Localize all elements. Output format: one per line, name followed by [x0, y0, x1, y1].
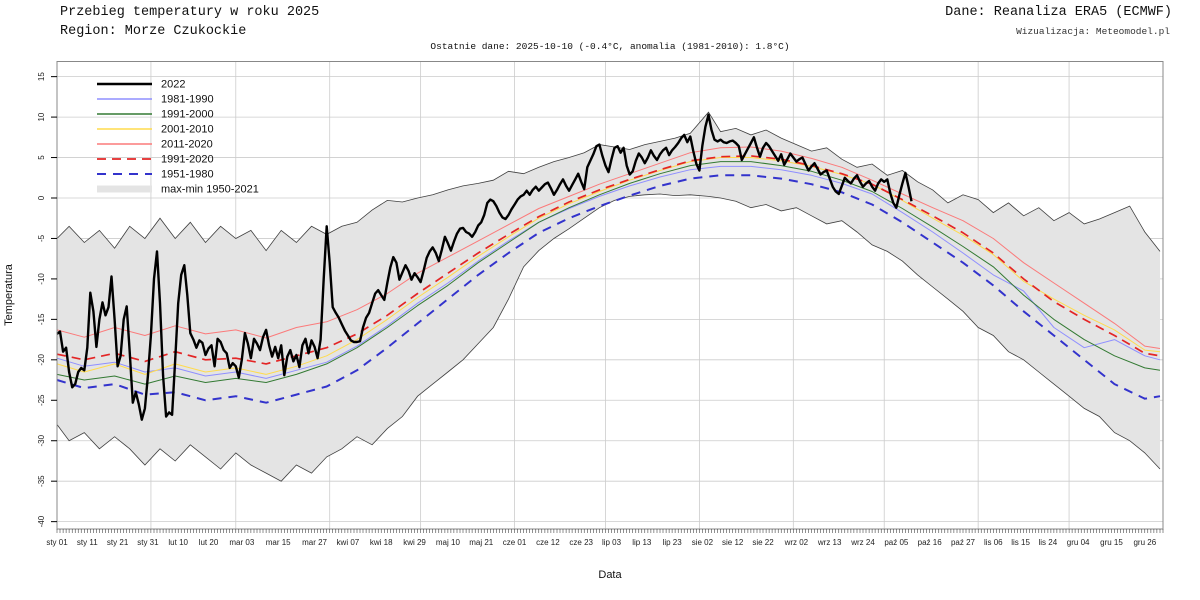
series-2022: [56, 113, 913, 421]
svg-text:sie 02: sie 02: [692, 538, 714, 547]
svg-text:kwi 07: kwi 07: [337, 538, 360, 547]
svg-text:-20: -20: [37, 353, 46, 365]
svg-text:sie 22: sie 22: [752, 538, 774, 547]
svg-text:lip 03: lip 03: [602, 538, 622, 547]
svg-text:2011-2020: 2011-2020: [161, 139, 213, 151]
svg-text:1991-2020: 1991-2020: [161, 154, 214, 166]
svg-text:cze 23: cze 23: [569, 538, 593, 547]
series-2011-2020: [56, 146, 1161, 349]
svg-text:cze 12: cze 12: [536, 538, 560, 547]
series-1981-1990: [56, 165, 1161, 379]
svg-text:-25: -25: [37, 394, 46, 406]
y-axis: 15 10 5 0 -5 -10 -15 -20 -25 -30 -35 -40: [37, 72, 57, 527]
band-max-edge: [56, 111, 1161, 252]
svg-text:gru 04: gru 04: [1067, 538, 1090, 547]
region-subtitle: Region: Morze Czukockie: [60, 24, 247, 39]
svg-text:sty 31: sty 31: [137, 538, 159, 547]
svg-text:paź 16: paź 16: [918, 538, 943, 547]
svg-text:wrz 13: wrz 13: [817, 538, 842, 547]
minmax-band: [57, 112, 1160, 482]
svg-text:sie 12: sie 12: [722, 538, 744, 547]
last-data-subtitle: Ostatnie dane: 2025-10-10 (-0.4°C, anoma…: [430, 41, 790, 52]
svg-text:lis 15: lis 15: [1011, 538, 1030, 547]
svg-text:-40: -40: [37, 515, 46, 527]
svg-text:-35: -35: [37, 475, 46, 487]
y-axis-title: Temperatura: [3, 263, 15, 326]
svg-text:sty 21: sty 21: [107, 538, 129, 547]
svg-text:15: 15: [37, 72, 46, 81]
x-axis-day-ticks: [56, 529, 1164, 533]
svg-text:kwi 29: kwi 29: [403, 538, 426, 547]
svg-text:5: 5: [37, 155, 46, 160]
visualization-credit: Wizualizacja: Meteomodel.pl: [1016, 26, 1170, 37]
page-title: Przebieg temperatury w roku 2025: [60, 5, 320, 20]
x-axis-title: Data: [598, 569, 622, 581]
svg-text:wrz 24: wrz 24: [850, 538, 875, 547]
legend: 2022 1981-1990 1991-2000 2001-2010 2011-2020…: [97, 79, 259, 196]
svg-text:kwi 18: kwi 18: [370, 538, 393, 547]
svg-text:gru 15: gru 15: [1100, 538, 1123, 547]
plot-frame: [56, 61, 1164, 530]
svg-text:lis 06: lis 06: [984, 538, 1003, 547]
svg-text:mar 15: mar 15: [266, 538, 291, 547]
svg-text:lut 20: lut 20: [199, 538, 219, 547]
svg-text:lip 13: lip 13: [632, 538, 652, 547]
series-1991-2000: [56, 161, 1161, 385]
svg-text:-5: -5: [37, 234, 46, 242]
svg-text:maj 10: maj 10: [436, 538, 461, 547]
svg-text:-15: -15: [37, 313, 46, 325]
x-axis-labels: sty 01 sty 11 sty 21 sty 31 lut 10 lut 20 mar …: [46, 538, 1156, 547]
svg-text:0: 0: [37, 195, 46, 200]
svg-text:paź 27: paź 27: [951, 538, 976, 547]
svg-text:1991-2000: 1991-2000: [161, 109, 214, 121]
svg-text:-10: -10: [37, 273, 46, 285]
svg-text:wrz 02: wrz 02: [784, 538, 809, 547]
svg-text:maj 21: maj 21: [469, 538, 494, 547]
svg-text:2022: 2022: [161, 79, 185, 91]
svg-text:sty 11: sty 11: [77, 538, 98, 547]
svg-text:mar 03: mar 03: [229, 538, 254, 547]
svg-text:mar 27: mar 27: [302, 538, 327, 547]
svg-text:1951-1980: 1951-1980: [161, 169, 214, 181]
svg-text:sty 01: sty 01: [46, 538, 68, 547]
series-1951-1980: [56, 174, 1161, 404]
svg-text:10: 10: [37, 112, 46, 121]
svg-text:lis 24: lis 24: [1039, 538, 1058, 547]
svg-text:paź 05: paź 05: [884, 538, 909, 547]
svg-text:max-min 1950-2021: max-min 1950-2021: [161, 184, 259, 196]
svg-text:cze 01: cze 01: [503, 538, 527, 547]
svg-text:lip 23: lip 23: [663, 538, 683, 547]
svg-text:-30: -30: [37, 434, 46, 446]
data-source-label: Dane: Reanaliza ERA5 (ECMWF): [945, 5, 1172, 20]
svg-text:lut 10: lut 10: [168, 538, 188, 547]
svg-text:gru 26: gru 26: [1133, 538, 1156, 547]
svg-text:1981-1990: 1981-1990: [161, 94, 214, 106]
svg-text:2001-2010: 2001-2010: [161, 124, 214, 136]
